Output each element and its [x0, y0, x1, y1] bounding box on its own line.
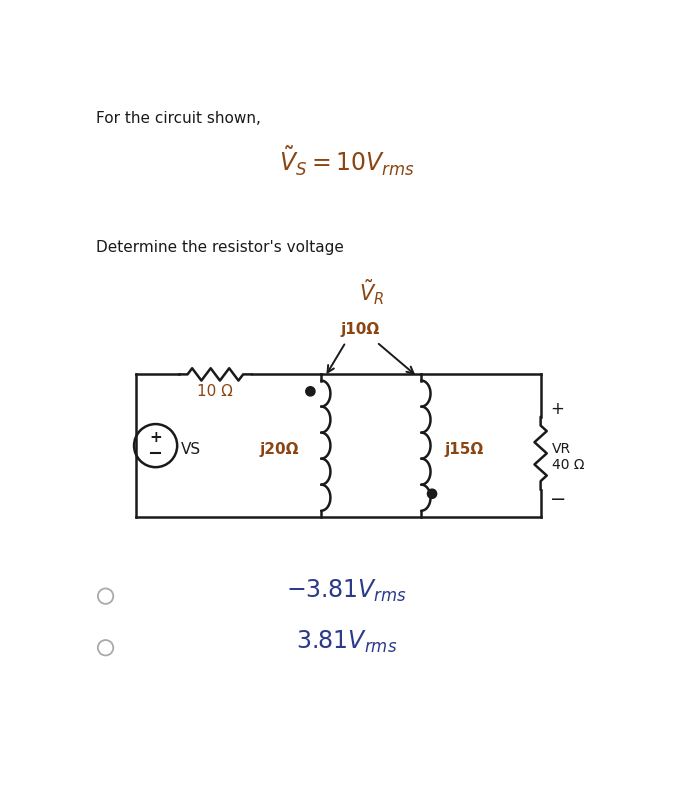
Circle shape	[306, 386, 315, 396]
Text: VS: VS	[181, 442, 201, 457]
Text: j20Ω: j20Ω	[259, 442, 299, 457]
Circle shape	[427, 489, 437, 498]
Text: $-3.81V_{rms}$: $-3.81V_{rms}$	[286, 578, 407, 604]
Text: $\tilde{V}_R$: $\tilde{V}_R$	[359, 277, 384, 307]
Text: −: −	[550, 489, 566, 509]
Text: j15Ω: j15Ω	[444, 442, 483, 457]
Text: +: +	[550, 400, 564, 418]
Text: $\tilde{V}_S = 10V_{rms}$: $\tilde{V}_S = 10V_{rms}$	[278, 144, 414, 177]
Text: VR
40 Ω: VR 40 Ω	[552, 442, 585, 472]
Text: j10Ω: j10Ω	[340, 322, 379, 337]
Text: 10 Ω: 10 Ω	[198, 384, 234, 399]
Text: Determine the resistor's voltage: Determine the resistor's voltage	[95, 240, 343, 254]
Text: For the circuit shown,: For the circuit shown,	[95, 111, 261, 126]
Text: $3.81V_{rms}$: $3.81V_{rms}$	[296, 629, 397, 655]
Text: +: +	[149, 430, 162, 446]
